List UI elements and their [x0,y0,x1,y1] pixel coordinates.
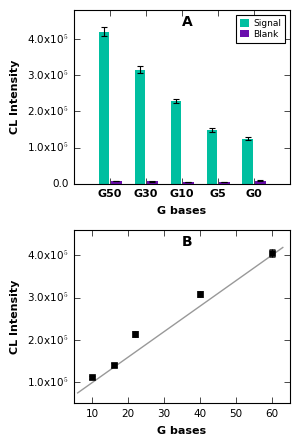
Y-axis label: CL Intensity: CL Intensity [10,279,20,354]
Bar [147,181,158,184]
Legend: Signal, Blank: Signal, Blank [236,15,286,43]
Bar [134,70,145,184]
X-axis label: G bases: G bases [158,426,207,436]
Bar [170,101,181,184]
Bar [219,182,230,184]
X-axis label: G bases: G bases [158,206,207,216]
Bar [206,130,217,184]
Bar [111,181,122,184]
Y-axis label: CL Intensity: CL Intensity [10,60,20,134]
Text: B: B [182,235,193,249]
Bar [242,139,253,184]
Bar [255,181,266,184]
Bar [98,32,109,184]
Text: A: A [182,15,193,29]
Bar [183,182,194,184]
